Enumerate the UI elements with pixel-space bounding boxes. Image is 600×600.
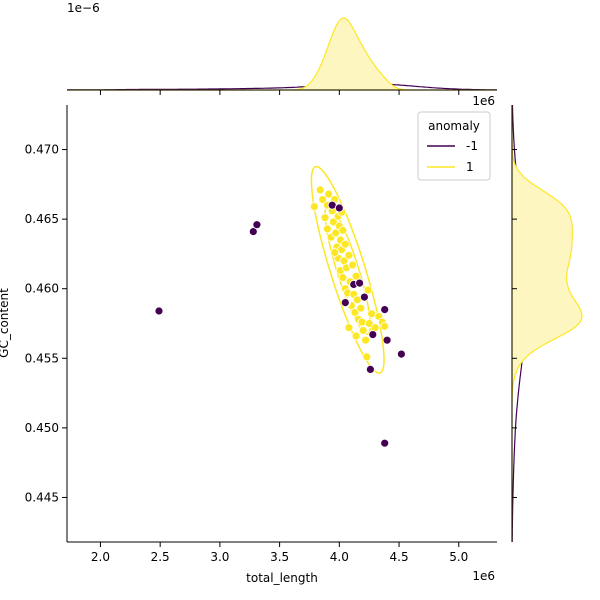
top-marginal: 1e−6: [67, 1, 497, 95]
point-anomaly-pos: [344, 323, 354, 333]
point-anomaly-pos: [309, 202, 319, 212]
point-anomaly-neg: [365, 364, 375, 374]
x-tick-label: 3.0: [210, 550, 229, 564]
point-anomaly-pos: [320, 213, 330, 223]
x-axis-offset-text: 1e6: [472, 569, 495, 583]
point-anomaly-pos: [338, 225, 348, 235]
point-anomaly-pos: [318, 195, 328, 205]
x-axis-label: total_length: [246, 571, 318, 585]
top-marginal-ticks: [99, 90, 460, 95]
point-anomaly-neg: [248, 227, 258, 237]
right-kde-pos: [511, 105, 583, 542]
scatter-points: [154, 185, 406, 448]
point-anomaly-pos: [364, 319, 374, 328]
point-anomaly-neg: [340, 298, 350, 308]
point-anomaly-neg: [396, 349, 406, 359]
point-anomaly-pos: [315, 185, 325, 195]
y-tick-label: 0.455: [25, 351, 59, 365]
point-anomaly-neg: [355, 278, 365, 288]
point-anomaly-pos: [330, 248, 340, 257]
x-tick-label: 4.0: [330, 550, 349, 564]
point-anomaly-pos: [350, 307, 360, 317]
legend-title: anomaly: [428, 119, 480, 133]
x-tick-label: 5.0: [449, 550, 468, 564]
legend-label-neg: -1: [466, 139, 478, 153]
x-tick-label: 2.5: [151, 550, 170, 564]
point-anomaly-pos: [367, 309, 377, 319]
point-anomaly-pos: [351, 271, 361, 281]
legend-label-pos: 1: [466, 160, 474, 174]
x-axis-ticks: 2.0 2.5 3.0 3.5 4.0 4.5 5.0: [91, 542, 468, 564]
y-axis-offset-text: 1e6: [472, 94, 495, 108]
point-anomaly-pos: [338, 273, 348, 283]
y-axis-label: GC_content: [0, 288, 11, 358]
point-anomaly-neg: [380, 438, 390, 448]
y-tick-label: 0.445: [25, 490, 59, 504]
point-anomaly-neg: [334, 203, 344, 213]
point-anomaly-neg: [380, 305, 390, 315]
point-anomaly-neg: [252, 220, 262, 230]
top-marginal-offset-text: 1e−6: [67, 1, 100, 15]
point-anomaly-neg: [154, 306, 164, 316]
point-anomaly-pos: [322, 224, 332, 234]
point-anomaly-pos: [340, 239, 350, 249]
point-anomaly-pos: [328, 217, 338, 227]
point-anomaly-pos: [351, 331, 361, 341]
point-anomaly-pos: [348, 260, 357, 270]
point-anomaly-neg: [382, 335, 392, 345]
point-anomaly-pos: [357, 317, 367, 327]
point-anomaly-pos: [358, 326, 368, 335]
point-anomaly-pos: [363, 285, 373, 295]
point-anomaly-pos: [361, 335, 371, 345]
top-kde-pos: [67, 17, 497, 91]
y-tick-label: 0.470: [25, 143, 59, 157]
right-marginal-ticks: [512, 149, 517, 498]
x-tick-label: 4.5: [390, 550, 409, 564]
x-tick-label: 3.5: [270, 550, 289, 564]
main-axes: 2.0 2.5 3.0 3.5 4.0 4.5 5.0 0.4450.4500.4550.4…: [0, 94, 497, 585]
y-tick-label: 0.460: [25, 282, 59, 296]
point-anomaly-neg: [359, 292, 369, 302]
point-anomaly-pos: [324, 189, 334, 199]
point-anomaly-pos: [362, 352, 372, 362]
point-anomaly-pos: [356, 303, 366, 313]
y-axis-ticks: 0.445 0.450 0.455 0.460 0.465 0.470: [25, 143, 67, 504]
point-anomaly-pos: [380, 321, 390, 331]
y-tick-label: 0.450: [25, 421, 59, 435]
y-tick-label: 0.465: [25, 212, 59, 226]
point-anomaly-pos: [344, 250, 354, 260]
x-tick-label: 2.0: [91, 550, 110, 564]
legend: anomaly -1 1: [417, 111, 491, 181]
right-marginal: [511, 105, 583, 542]
point-anomaly-neg: [368, 330, 378, 340]
top-kde-neg: [67, 83, 497, 91]
